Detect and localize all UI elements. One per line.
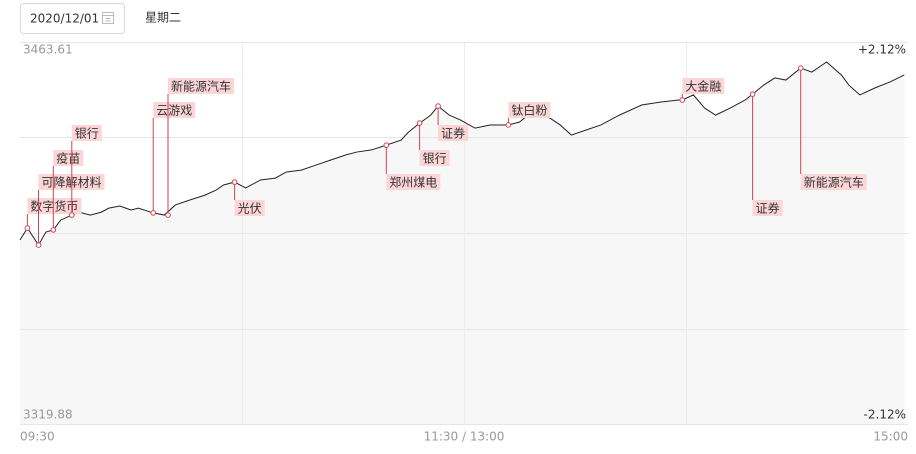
annotation-box <box>71 125 102 141</box>
x-tick-label: 15:00 <box>873 430 908 444</box>
annotation-box <box>752 200 783 216</box>
y2-tick-label: -2.12% <box>864 408 906 422</box>
annotation-box <box>508 102 551 118</box>
annotation-label: 数字货币 <box>30 199 78 214</box>
annotation-point <box>416 120 423 126</box>
annotation-point <box>797 65 804 71</box>
annotation-label: 云游戏 <box>156 104 192 118</box>
annotation: 银行 <box>416 120 450 166</box>
annotation-label: 疫苗 <box>56 151 80 166</box>
annotation-box <box>419 150 450 166</box>
annotation-label: 证券 <box>441 126 465 141</box>
annotation-point <box>50 227 57 233</box>
annotation: 新能源汽车 <box>165 78 235 218</box>
annotation: 云游戏 <box>150 102 196 216</box>
annotation-point <box>679 97 686 103</box>
y-tick-label: 3463.61 <box>23 43 73 57</box>
x-tick-label: 11:30 / 13:00 <box>424 430 505 444</box>
annotation-point <box>165 212 171 218</box>
annotation-label: 光伏 <box>238 202 262 216</box>
annotation-label: 证券 <box>756 201 780 216</box>
annotation: 光伏 <box>231 179 265 216</box>
annotation-point <box>24 225 31 231</box>
annotation: 数字货币 <box>24 198 82 231</box>
annotation-box <box>800 174 867 190</box>
annotation: 新能源汽车 <box>797 65 867 190</box>
annotation: 大金融 <box>679 78 725 103</box>
annotation-label: 银行 <box>75 127 99 141</box>
y2-tick-label: +2.12% <box>858 43 906 57</box>
annotation-box <box>168 78 235 94</box>
annotation-label: 郑州煤电 <box>389 175 437 190</box>
annotation-point <box>505 122 512 128</box>
annotation-box <box>386 174 441 190</box>
date-value: 2020/12/01 <box>30 12 99 26</box>
annotation-point <box>150 210 156 216</box>
annotation: 银行 <box>69 125 102 218</box>
annotation-label: 钛白粉 <box>511 103 547 118</box>
annotation-box <box>53 150 84 166</box>
annotation-box <box>153 102 196 118</box>
annotation-box <box>27 198 82 214</box>
annotation-box <box>682 78 725 94</box>
annotation: 疫苗 <box>50 150 84 233</box>
annotation-point <box>435 103 441 109</box>
annotation-label: 银行 <box>423 152 447 166</box>
annotation: 郑州煤电 <box>383 142 441 190</box>
annotation-box <box>438 125 469 141</box>
annotation-box <box>234 200 265 216</box>
annotation: 钛白粉 <box>505 102 551 128</box>
annotation-label: 新能源汽车 <box>171 79 231 94</box>
annotation-point <box>383 142 390 148</box>
date-picker[interactable] <box>20 3 125 34</box>
annotation-point <box>35 242 42 248</box>
calendar-icon <box>102 12 114 24</box>
annotation-label: 新能源汽车 <box>804 175 864 190</box>
annotation-point <box>69 212 75 218</box>
annotation-point <box>231 179 238 185</box>
weekday: 星期二 <box>145 11 181 25</box>
y-tick-label: 3319.88 <box>23 408 73 422</box>
annotation-point <box>749 91 756 97</box>
area <box>20 61 905 425</box>
annotation-label: 大金融 <box>685 79 721 94</box>
annotation: 证券 <box>435 103 469 141</box>
x-tick-label: 09:30 <box>20 430 55 444</box>
annotation: 证券 <box>749 91 783 216</box>
